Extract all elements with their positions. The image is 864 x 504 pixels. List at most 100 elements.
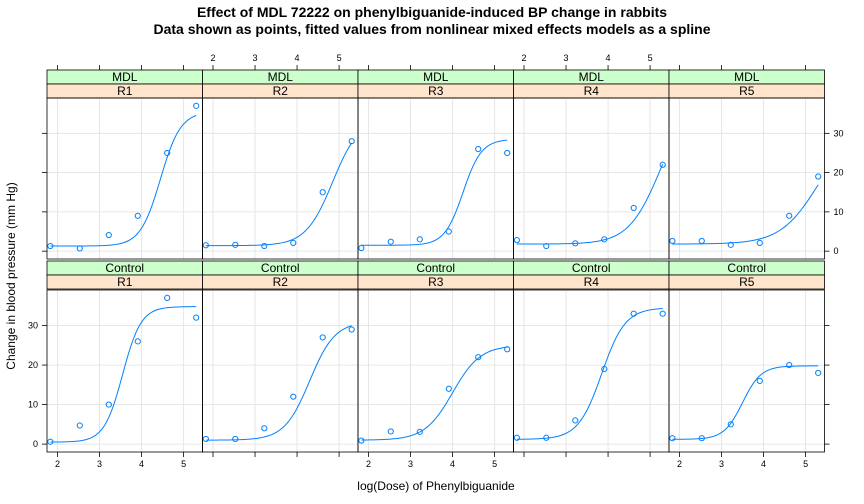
y-tick-label-left: 30	[28, 321, 38, 331]
data-point	[164, 294, 171, 302]
strip-animal-label: R3	[428, 275, 444, 289]
strip-animal-label: R5	[739, 275, 755, 289]
data-point	[47, 438, 54, 445]
data-point	[232, 241, 239, 248]
data-point	[193, 102, 200, 109]
y-tick-label-right: 20	[834, 168, 844, 178]
y-tick-label-left: 10	[28, 400, 38, 410]
strip-treatment-label: MDL	[423, 70, 449, 84]
x-tick-label-top: 4	[295, 53, 300, 63]
panel-frame	[357, 289, 514, 453]
data-point	[475, 145, 482, 153]
x-tick-label-top: 2	[210, 53, 215, 63]
data-point	[756, 377, 763, 384]
x-tick-label-top: 2	[521, 53, 526, 63]
data-point	[232, 435, 239, 443]
fitted-spline	[516, 163, 664, 245]
data-point	[630, 204, 637, 212]
panel-frame	[202, 97, 359, 260]
data-point	[319, 334, 326, 341]
data-point	[416, 428, 423, 435]
x-tick-label-bottom: 2	[366, 459, 371, 469]
data-point	[669, 237, 676, 245]
strip-animal-label: R4	[584, 84, 600, 98]
data-point	[543, 434, 550, 441]
x-tick-label-bottom: 4	[761, 459, 766, 469]
data-point	[572, 417, 579, 424]
strip-treatment-label: MDL	[112, 70, 138, 84]
x-tick-label-bottom: 5	[803, 459, 808, 469]
data-point	[76, 422, 83, 429]
strip-treatment-label: MDL	[734, 70, 760, 84]
x-tick-label-bottom: 4	[450, 459, 455, 469]
data-point	[319, 189, 326, 196]
y-tick-label-right: 0	[834, 246, 839, 256]
x-tick-label-bottom: 3	[97, 459, 102, 469]
strip-treatment-label: Control	[261, 261, 300, 275]
data-point	[105, 231, 112, 239]
data-point	[290, 239, 297, 246]
data-point	[348, 326, 355, 333]
data-point	[358, 244, 365, 252]
data-point	[202, 435, 209, 443]
data-point	[513, 434, 520, 441]
x-axis-label: log(Dose) of Phenylbiguanide	[357, 479, 515, 493]
fitted-spline	[205, 325, 352, 441]
data-point	[786, 212, 793, 219]
data-point	[513, 237, 520, 244]
data-point	[445, 228, 452, 235]
data-point	[601, 236, 608, 243]
fitted-spline	[361, 139, 508, 246]
data-point	[134, 212, 141, 219]
x-tick-label-top: 3	[564, 53, 569, 63]
strip-animal-label: R5	[739, 84, 755, 98]
x-tick-label-top: 5	[337, 53, 342, 63]
x-tick-label-bottom: 5	[492, 459, 497, 469]
panel-frame	[513, 97, 670, 260]
x-tick-label-bottom: 3	[719, 459, 724, 469]
data-point	[416, 236, 423, 243]
strip-animal-label: R4	[584, 275, 600, 289]
fitted-spline	[672, 365, 819, 440]
data-point	[601, 365, 608, 373]
strip-treatment-label: Control	[727, 261, 766, 275]
x-tick-label-bottom: 4	[139, 459, 144, 469]
data-point	[261, 425, 268, 432]
data-point	[105, 401, 112, 408]
strip-animal-label: R3	[428, 84, 444, 98]
strip-animal-label: R2	[273, 84, 289, 98]
panel-frame	[357, 97, 514, 260]
data-point	[659, 161, 666, 168]
y-tick-label-left: 0	[33, 439, 38, 449]
x-tick-label-bottom: 3	[408, 459, 413, 469]
x-tick-label-top: 3	[253, 53, 258, 63]
panel-frame	[46, 289, 203, 453]
data-point	[659, 310, 666, 317]
x-tick-label-top: 4	[606, 53, 611, 63]
panel-frame	[668, 97, 825, 260]
fitted-spline	[205, 142, 353, 247]
panels-layer: MDLR1MDLR2MDLR3MDLR4MDLR5ControlR1Contro…	[46, 69, 825, 453]
data-point	[698, 435, 705, 442]
chart-subtitle: Data shown as points, fitted values from…	[153, 21, 710, 37]
strip-treatment-label: MDL	[268, 70, 294, 84]
data-point	[358, 437, 365, 444]
data-point	[504, 346, 511, 353]
data-point	[815, 369, 822, 377]
panel-frame	[202, 289, 359, 453]
data-point	[348, 138, 355, 145]
data-point	[727, 241, 734, 248]
strip-animal-label: R1	[117, 84, 133, 98]
strip-animal-label: R2	[273, 275, 289, 289]
data-point	[387, 238, 394, 245]
x-tick-label-bottom: 2	[677, 459, 682, 469]
axes-layer: 2 3 4 5 2 3 4 5 2 3 4 5 2 3 4 5 2 3 4 5 0 0 10 10 20 20 30 30	[28, 53, 844, 469]
data-point	[164, 149, 171, 157]
